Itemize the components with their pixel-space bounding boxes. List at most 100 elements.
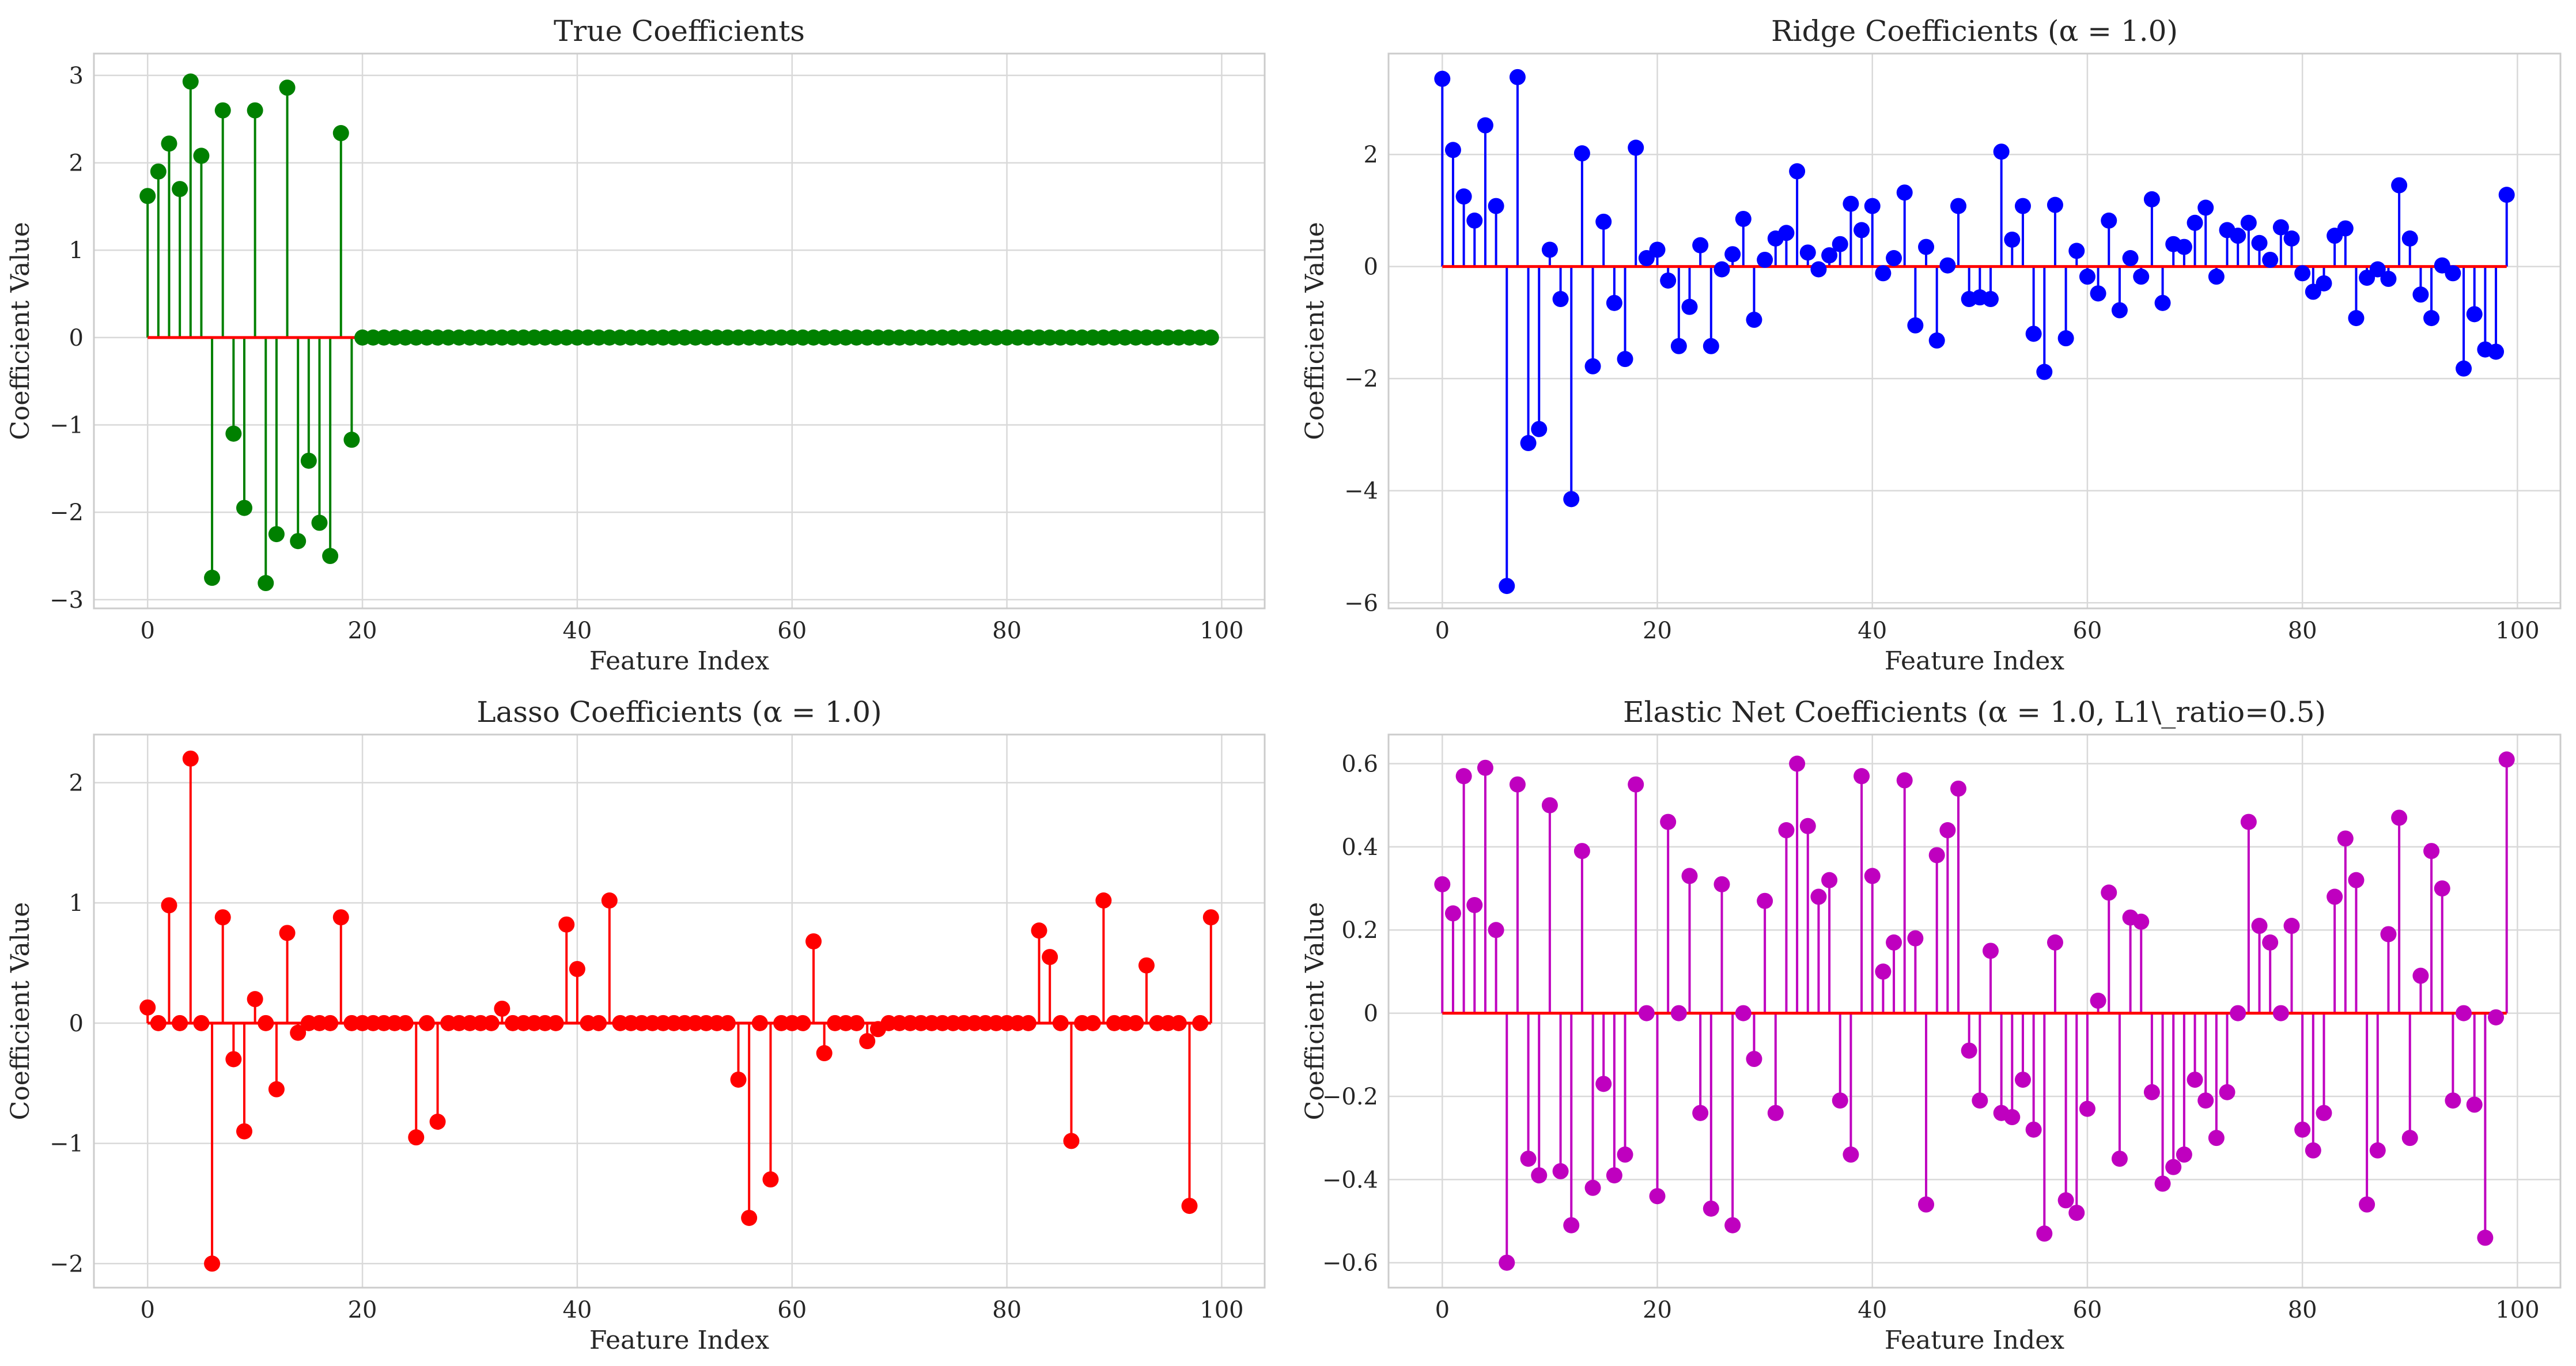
stem-marker [172, 181, 188, 198]
stem-marker [1939, 257, 1956, 274]
stem-marker [1434, 70, 1451, 87]
stem-marker [1896, 772, 1913, 789]
stem-marker [816, 1045, 833, 1062]
stem-marker [204, 1255, 221, 1272]
x-tick-label: 60 [2072, 618, 2102, 644]
stem-marker [2154, 1175, 2171, 1192]
stem-marker [332, 909, 349, 926]
stem-marker [2036, 364, 2053, 380]
stem-marker [1757, 251, 1773, 268]
stem-marker [2230, 1005, 2246, 1021]
stem-marker [1939, 822, 1956, 839]
y-tick-label: 0.6 [1341, 751, 1378, 778]
stem-marker [1488, 198, 1504, 214]
stem-marker [2208, 1130, 2225, 1146]
stem-marker [859, 1033, 876, 1050]
stem-marker [332, 125, 349, 142]
stem-marker [2014, 1072, 2031, 1088]
stem-marker [1928, 332, 1945, 349]
x-tick-label: 40 [562, 618, 592, 644]
stem-marker [1649, 1188, 1666, 1205]
chart-title: Lasso Coefficients (α = 1.0) [476, 695, 882, 729]
stem-marker [1573, 145, 1590, 162]
stem-marker [2445, 1092, 2461, 1109]
stem-marker [741, 1209, 758, 1226]
stem-marker [225, 425, 242, 442]
stem-marker [236, 1123, 252, 1140]
stem-marker [1950, 198, 1967, 214]
plot-area [1389, 54, 2560, 608]
x-tick-label: 60 [777, 1297, 807, 1323]
stem-marker [1843, 1146, 1859, 1163]
stem-marker [1444, 142, 1461, 158]
stem-marker [1853, 222, 1870, 239]
stem-marker [161, 897, 177, 914]
x-tick-label: 20 [348, 1297, 377, 1323]
y-tick-label: −4 [1344, 478, 1378, 505]
stem-marker [2154, 294, 2171, 311]
stem-marker [1509, 69, 1526, 85]
stem-marker [1757, 892, 1773, 909]
stem-marker [1799, 244, 1816, 261]
stem-marker [2498, 751, 2515, 768]
stem-marker [2337, 220, 2354, 237]
stem-marker [558, 916, 575, 933]
y-axis-label: Coefficient Value [6, 902, 35, 1121]
stem-marker [268, 1081, 285, 1098]
stem-marker [2327, 888, 2343, 905]
stem-marker [2240, 214, 2257, 231]
stem-marker [1477, 117, 1493, 134]
y-tick-label: −0.4 [1322, 1167, 1378, 1193]
stem-marker [150, 1015, 167, 1031]
stem-marker [751, 1015, 768, 1031]
stem-marker [1918, 239, 1935, 255]
stem-marker [1509, 776, 1526, 793]
stem-marker [1488, 922, 1504, 939]
stem-marker [2004, 231, 2021, 248]
stem-marker [2380, 271, 2397, 287]
stem-marker [322, 548, 339, 565]
stem-marker [1767, 1104, 1784, 1121]
stem-marker [2262, 251, 2279, 268]
stem-marker [2488, 1009, 2505, 1026]
stem-marker [2014, 198, 2031, 214]
stem-marker [2101, 212, 2117, 229]
stem-marker [1052, 1015, 1069, 1031]
stem-marker [1084, 1015, 1101, 1031]
stem-marker [1520, 1151, 1537, 1167]
x-tick-label: 80 [2288, 1297, 2317, 1323]
stem-marker [182, 73, 199, 90]
stem-marker [1724, 246, 1741, 263]
chart-elastic: 0 20 40 60 80 100 −0.6 −0.4 −0.2 0 0.2 0.4 0.6 Elasti… [1300, 695, 2562, 1355]
x-tick-label: 60 [2072, 1297, 2102, 1323]
stem-marker [2316, 1104, 2332, 1121]
stem-marker [258, 1015, 274, 1031]
stem-marker [1778, 225, 1795, 241]
stem-marker [1982, 291, 1999, 308]
stem-marker [139, 999, 156, 1016]
stem-marker [1477, 759, 1493, 776]
stem-marker [2111, 302, 2128, 319]
stem-marker [1595, 213, 1612, 230]
stem-marker [1455, 188, 1472, 205]
stem-marker [1617, 351, 1633, 368]
stem-marker [2445, 265, 2461, 282]
x-axis-label: Feature Index [589, 646, 769, 676]
stem-marker [1778, 822, 1795, 839]
y-tick-label: 0.4 [1341, 834, 1378, 861]
stem-marker [1746, 312, 1762, 328]
stem-marker [172, 1015, 188, 1031]
stem-marker [2380, 926, 2397, 943]
stem-marker [2369, 261, 2386, 278]
axes-frame [1387, 733, 2562, 1289]
stem-marker [1692, 1104, 1709, 1121]
x-axis-label: Feature Index [589, 1326, 769, 1355]
stem-marker [1982, 943, 1999, 959]
stem-marker [193, 1015, 210, 1031]
stem-marker [1573, 843, 1590, 860]
x-axis-label: Feature Index [1885, 1326, 2064, 1355]
stem-marker [1128, 1015, 1144, 1031]
stem-marker [2401, 230, 2418, 247]
stem-marker [1670, 338, 1687, 354]
stem-marker [1628, 776, 1644, 793]
